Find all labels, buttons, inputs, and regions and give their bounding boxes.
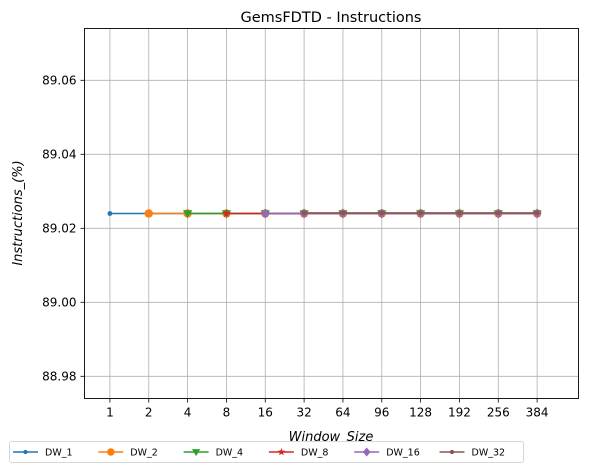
data-point-marker [107, 448, 115, 456]
x-tick-label: 1 [106, 406, 114, 420]
legend-frame [9, 441, 524, 463]
y-tick-label: 89.06 [42, 73, 76, 87]
legend-label: DW_2 [130, 448, 158, 459]
x-tick-label: 4 [184, 406, 192, 420]
y-axis-label: Instructions_(%) [11, 160, 26, 265]
y-tick-label: 89.00 [42, 295, 76, 309]
data-point-marker [534, 210, 540, 216]
legend-label: DW_16 [386, 448, 420, 459]
series-dw-32 [301, 210, 540, 216]
x-tick-label: 16 [258, 406, 273, 420]
x-tick-label: 2 [145, 406, 153, 420]
data-point-marker [340, 210, 346, 216]
y-axis-ticks: 88.98 89.00 89.02 89.04 89.06 [42, 73, 85, 383]
legend-entry: DW_32 [439, 448, 506, 459]
x-tick-label: 128 [409, 406, 432, 420]
data-point-marker [191, 449, 201, 457]
data-point-marker [301, 210, 307, 216]
data-point-marker [418, 210, 424, 216]
legend-label: DW_4 [216, 448, 244, 459]
x-tick-label: 64 [335, 406, 350, 420]
legend: DW_1 DW_2 DW_4 DW_8 DW_16 DW_32 [9, 441, 524, 463]
x-axis-ticks: 1 2 4 8 16 32 64 96 128 192 256 384 [106, 398, 549, 420]
x-tick-label: 192 [448, 406, 471, 420]
x-tick-label: 256 [487, 406, 510, 420]
data-point-marker [23, 449, 28, 455]
legend-label: DW_8 [301, 448, 329, 459]
data-point-marker [457, 210, 462, 216]
y-tick-label: 89.02 [42, 221, 76, 235]
data-point-marker [379, 210, 385, 216]
x-tick-label: 32 [296, 406, 311, 420]
data-point-marker [449, 449, 455, 455]
data-point-marker [495, 210, 501, 216]
legend-entry: DW_16 [354, 447, 420, 459]
legend-entry: DW_8 [268, 448, 329, 459]
x-tick-label: 8 [223, 406, 231, 420]
data-point-marker [362, 447, 371, 457]
data-point-marker [107, 211, 113, 216]
x-tick-label: 96 [374, 406, 389, 420]
chart-title: GemsFDTD - Instructions [241, 10, 422, 26]
legend-entry: DW_1 [13, 448, 73, 459]
data-point-marker [182, 210, 193, 219]
legend-label: DW_32 [472, 448, 506, 459]
data-point-marker [261, 208, 270, 219]
x-tick-label: 384 [526, 406, 549, 420]
y-tick-label: 89.04 [42, 147, 76, 161]
legend-entry: DW_4 [183, 448, 244, 459]
series-lines [107, 208, 542, 219]
plot-area-frame [84, 28, 579, 399]
y-tick-label: 88.98 [42, 369, 76, 383]
legend-entry: DW_2 [98, 448, 158, 459]
data-point-marker [144, 209, 153, 218]
legend-label: DW_1 [45, 448, 73, 459]
data-point-marker [222, 209, 231, 218]
data-point-marker [277, 448, 286, 456]
